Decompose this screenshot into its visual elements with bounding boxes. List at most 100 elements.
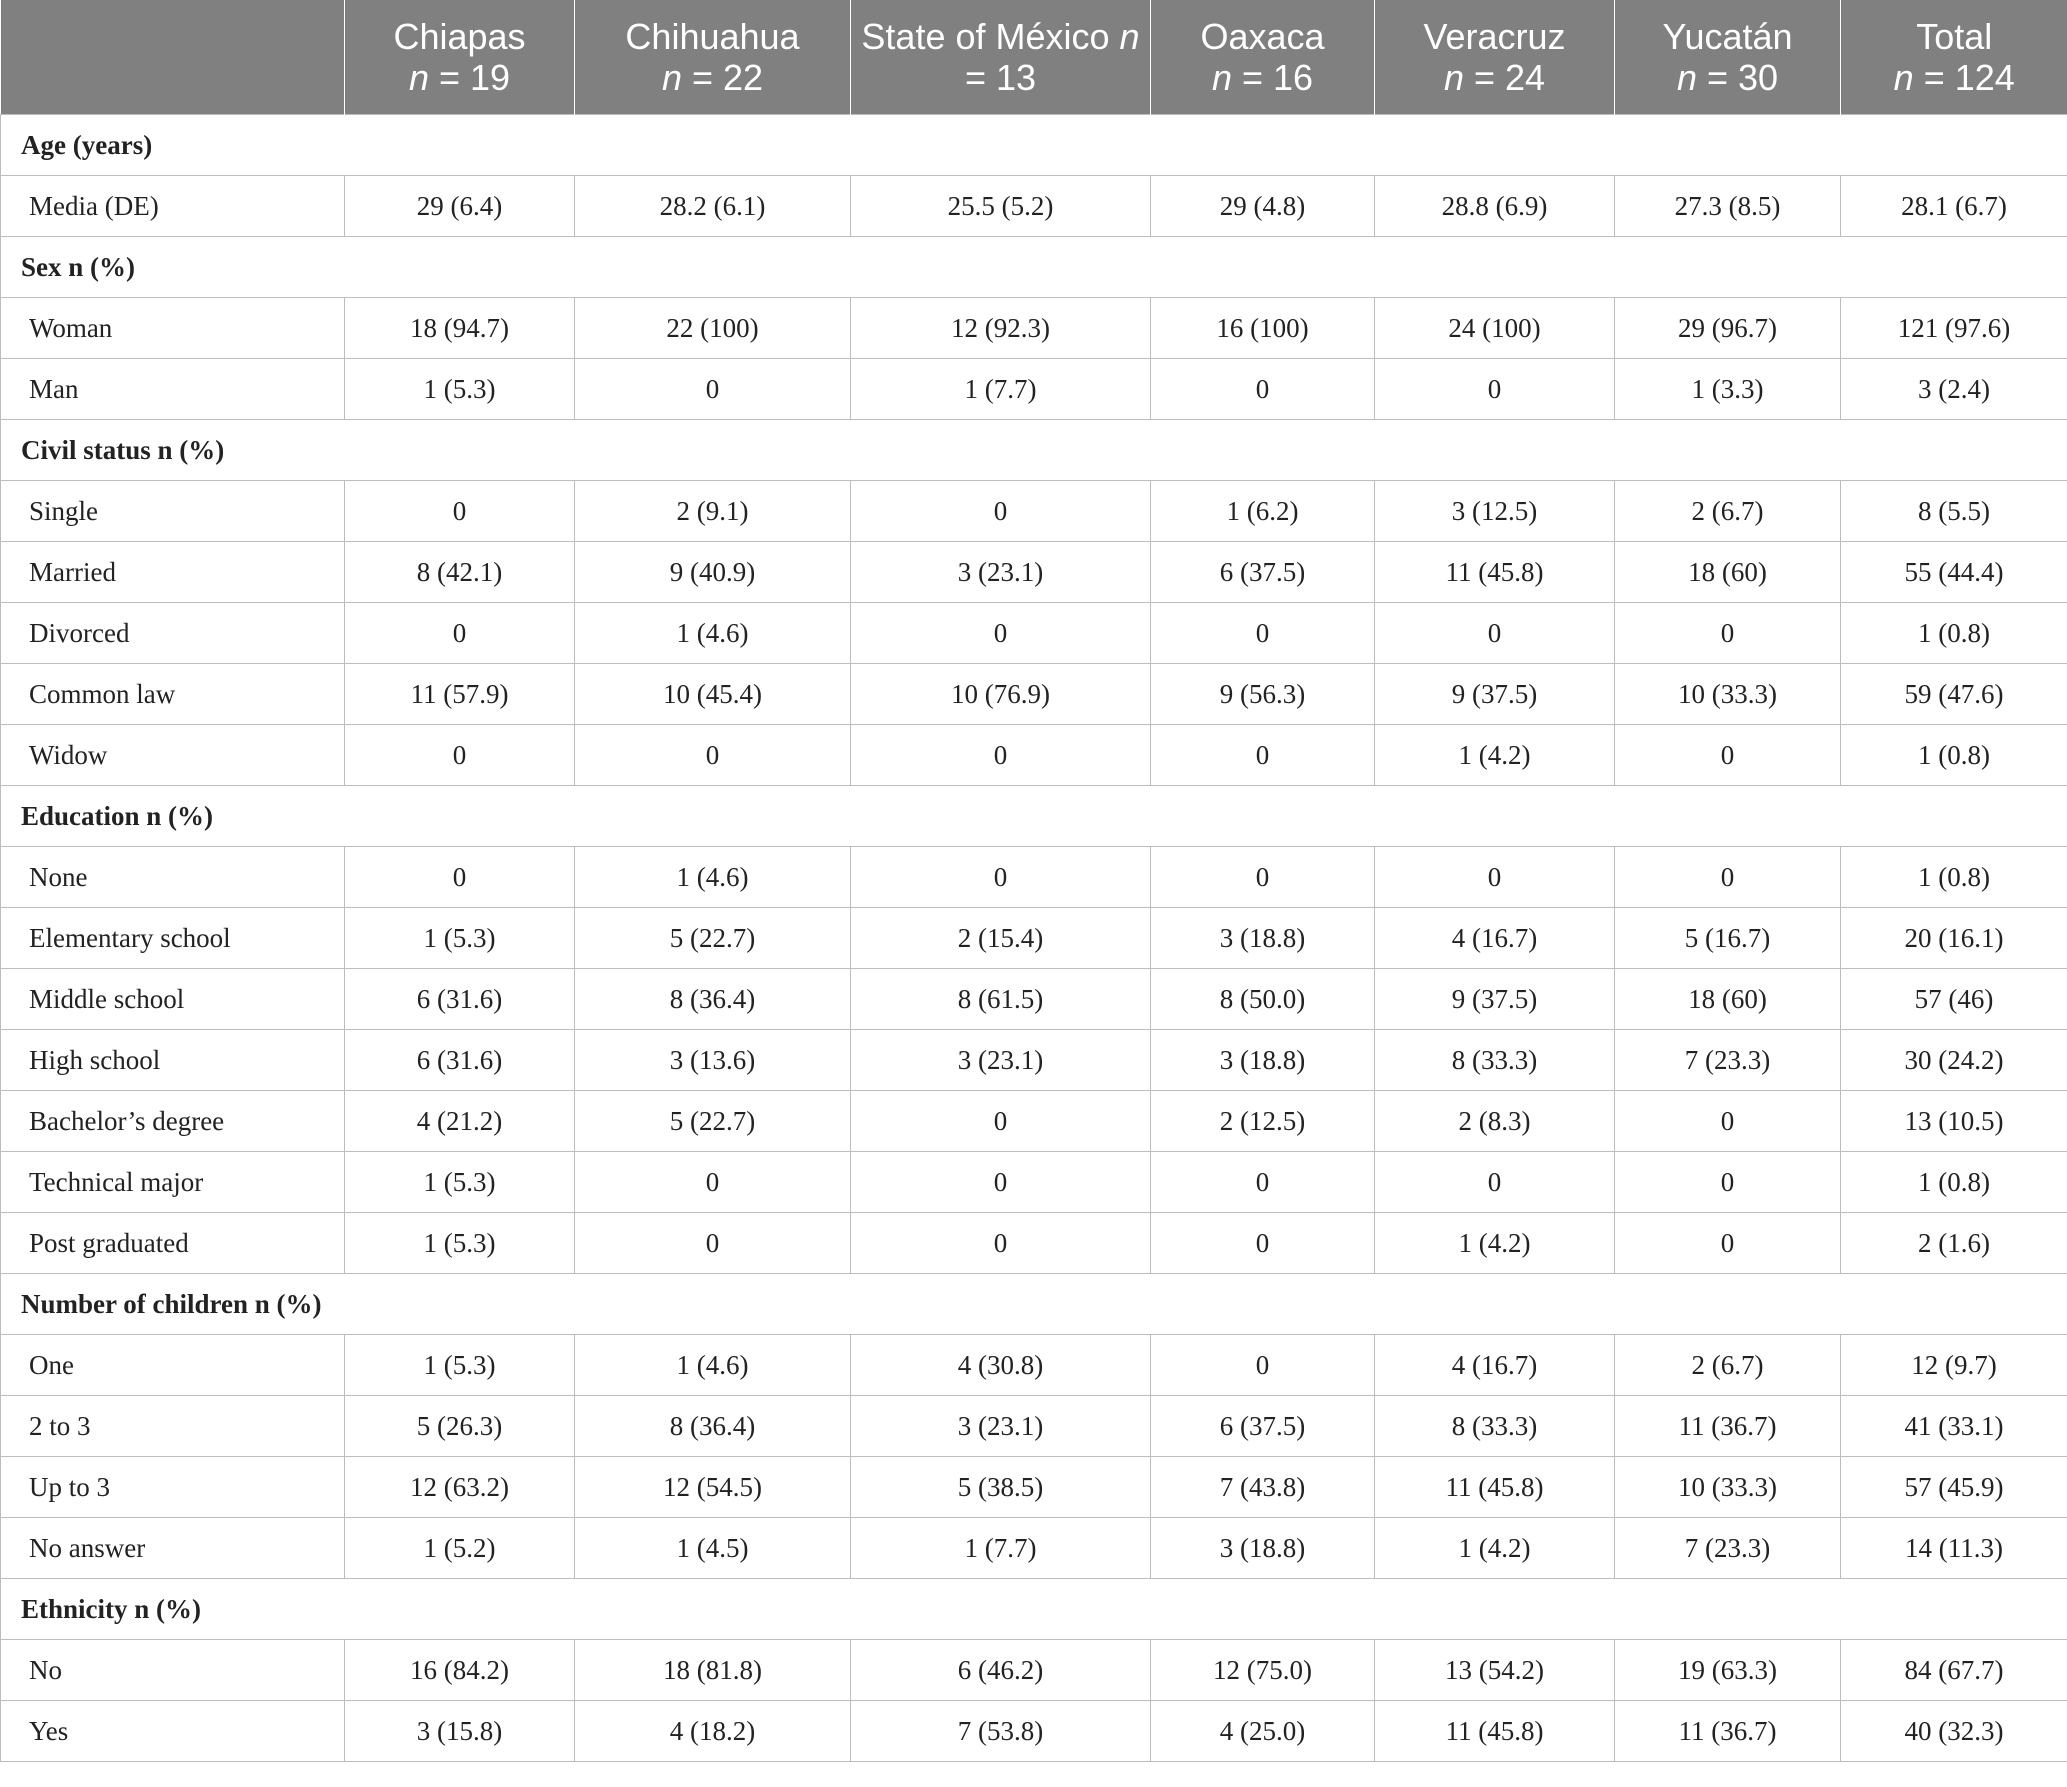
table-cell: 7 (23.3): [1614, 1517, 1841, 1579]
table-cell: 0: [850, 480, 1151, 542]
table-cell: 10 (76.9): [850, 663, 1151, 725]
column-n-label: n: [408, 57, 429, 98]
table-cell: 1 (4.6): [574, 1334, 851, 1396]
table-cell: 8 (42.1): [344, 541, 575, 603]
row-label: Man: [0, 358, 345, 420]
table-cell: 0: [850, 1212, 1151, 1274]
table-cell: 8 (5.5): [1840, 480, 2067, 542]
table-cell: 16 (84.2): [344, 1639, 575, 1701]
table-cell: 18 (94.7): [344, 297, 575, 359]
table-cell: 8 (50.0): [1150, 968, 1375, 1030]
table-row: None 0 1 (4.6) 0 0 0 0 1 (0.8): [0, 846, 2067, 908]
table-row: Woman 18 (94.7) 22 (100) 12 (92.3) 16 (100) 2…: [0, 297, 2067, 359]
table-cell: 0: [574, 1212, 851, 1274]
table-cell: 8 (33.3): [1374, 1029, 1615, 1091]
table-row: Post graduated 1 (5.3) 0 0 0 1 (4.2) 0 2 (1.6): [0, 1212, 2067, 1274]
table-cell: 40 (32.3): [1840, 1700, 2067, 1762]
header-cell: Yucatán n = 30: [1614, 0, 1841, 115]
section-title: Number of children n (%): [0, 1273, 2067, 1335]
table-cell: 5 (16.7): [1614, 907, 1841, 969]
column-n-value: 16: [1273, 57, 1314, 98]
section-header-row: Civil status n (%): [0, 419, 2067, 481]
table-cell: 2 (9.1): [574, 480, 851, 542]
table-cell: 30 (24.2): [1840, 1029, 2067, 1091]
table-row: No answer 1 (5.2) 1 (4.5) 1 (7.7) 3 (18.8) 1 …: [0, 1517, 2067, 1579]
row-label: Middle school: [0, 968, 345, 1030]
row-label: No: [0, 1639, 345, 1701]
table-cell: 1 (4.2): [1374, 724, 1615, 786]
table-cell: 22 (100): [574, 297, 851, 359]
table-cell: 1 (7.7): [850, 358, 1151, 420]
table-cell: 3 (18.8): [1150, 907, 1375, 969]
table-cell: 2 (1.6): [1840, 1212, 2067, 1274]
table-cell: 3 (2.4): [1840, 358, 2067, 420]
table-cell: 0: [1614, 1151, 1841, 1213]
table-cell: 3 (23.1): [850, 541, 1151, 603]
row-label: Yes: [0, 1700, 345, 1762]
row-label: Common law: [0, 663, 345, 725]
header-corner-cell: [0, 0, 345, 115]
table-cell: 57 (46): [1840, 968, 2067, 1030]
table-cell: 24 (100): [1374, 297, 1615, 359]
table-cell: 0: [1150, 358, 1375, 420]
table-row: One 1 (5.3) 1 (4.6) 4 (30.8) 0 4 (16.7) 2 (6.7…: [0, 1334, 2067, 1396]
table-cell: 1 (7.7): [850, 1517, 1151, 1579]
table-cell: 0: [1614, 724, 1841, 786]
table-cell: 11 (36.7): [1614, 1395, 1841, 1457]
section-title: Age (years): [0, 114, 2067, 176]
row-label: High school: [0, 1029, 345, 1091]
table-cell: 1 (5.3): [344, 1151, 575, 1213]
table-cell: 0: [850, 1151, 1151, 1213]
table-cell: 1 (4.6): [574, 846, 851, 908]
column-n-label: n: [661, 57, 682, 98]
row-label: Elementary school: [0, 907, 345, 969]
row-label: One: [0, 1334, 345, 1396]
column-name: State of México: [861, 16, 1110, 57]
header-cell: Chihuahua n = 22: [574, 0, 851, 115]
table-cell: 0: [344, 480, 575, 542]
table-cell: 10 (33.3): [1614, 663, 1841, 725]
row-label: Widow: [0, 724, 345, 786]
table-cell: 7 (53.8): [850, 1700, 1151, 1762]
table-cell: 1 (5.3): [344, 1334, 575, 1396]
table-cell: 8 (36.4): [574, 1395, 851, 1457]
row-label: No answer: [0, 1517, 345, 1579]
table-cell: 3 (15.8): [344, 1700, 575, 1762]
table-cell: 3 (13.6): [574, 1029, 851, 1091]
table-row: Up to 3 12 (63.2) 12 (54.5) 5 (38.5) 7 (43.8…: [0, 1456, 2067, 1518]
column-name: Chiapas: [393, 16, 526, 57]
table-cell: 18 (60): [1614, 968, 1841, 1030]
table-cell: 10 (33.3): [1614, 1456, 1841, 1518]
table-cell: 12 (63.2): [344, 1456, 575, 1518]
table-cell: 4 (25.0): [1150, 1700, 1375, 1762]
header-cell: Total n = 124: [1840, 0, 2067, 115]
table-cell: 4 (16.7): [1374, 1334, 1615, 1396]
column-n-value: 24: [1505, 57, 1546, 98]
column-name: Veracruz: [1423, 16, 1566, 57]
table-cell: 5 (26.3): [344, 1395, 575, 1457]
table-cell: 1 (4.5): [574, 1517, 851, 1579]
table-cell: 8 (36.4): [574, 968, 851, 1030]
table-cell: 2 (8.3): [1374, 1090, 1615, 1152]
table-cell: 6 (37.5): [1150, 541, 1375, 603]
table-cell: 4 (18.2): [574, 1700, 851, 1762]
table-cell: 11 (45.8): [1374, 1700, 1615, 1762]
table-cell: 5 (38.5): [850, 1456, 1151, 1518]
table-cell: 1 (0.8): [1840, 846, 2067, 908]
table-cell: 4 (30.8): [850, 1334, 1151, 1396]
table-row: High school 6 (31.6) 3 (13.6) 3 (23.1) 3 (18…: [0, 1029, 2067, 1091]
table-cell: 8 (33.3): [1374, 1395, 1615, 1457]
table-cell: 3 (23.1): [850, 1395, 1151, 1457]
table-cell: 11 (57.9): [344, 663, 575, 725]
column-n-value: 19: [470, 57, 511, 98]
table-cell: 20 (16.1): [1840, 907, 2067, 969]
table-row: Common law 11 (57.9) 10 (45.4) 10 (76.9) 9 (…: [0, 663, 2067, 725]
table-row: Bachelor’s degree 4 (21.2) 5 (22.7) 0 2 (12.…: [0, 1090, 2067, 1152]
table-cell: 0: [1150, 1151, 1375, 1213]
table-cell: 1 (5.3): [344, 907, 575, 969]
table-cell: 1 (4.2): [1374, 1517, 1615, 1579]
table-cell: 2 (12.5): [1150, 1090, 1375, 1152]
table-cell: 0: [850, 602, 1151, 664]
row-label: None: [0, 846, 345, 908]
